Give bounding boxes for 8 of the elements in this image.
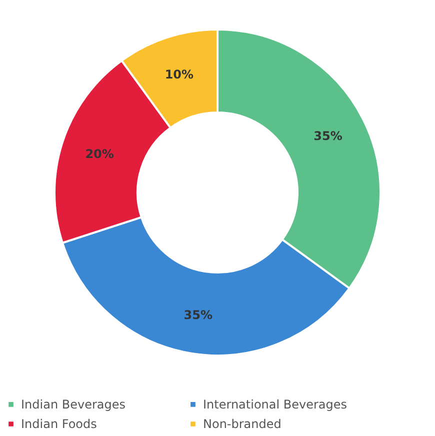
data-label: 10% bbox=[164, 68, 194, 82]
legend-label: Indian Foods bbox=[21, 417, 97, 431]
legend-label: Non-branded bbox=[203, 417, 282, 431]
legend-label: Indian Beverages bbox=[21, 397, 126, 412]
data-label: 35% bbox=[184, 308, 212, 322]
data-label: 35% bbox=[314, 129, 342, 144]
data-label: 20% bbox=[85, 147, 114, 162]
legend-label: International Beverages bbox=[203, 397, 348, 412]
